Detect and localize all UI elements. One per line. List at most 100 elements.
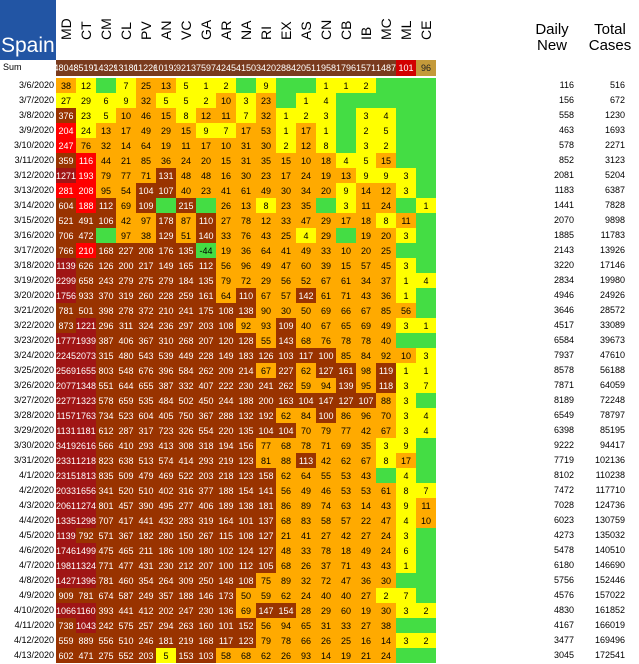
heatmap-cell: 30 [276,303,296,318]
heatmap-cell: 230 [156,558,176,573]
heatmap-cell: 655 [136,378,156,393]
heatmap-cell [396,138,416,153]
heatmap-cell: 68 [276,558,296,573]
heatmap-cell: 1 [396,288,416,303]
heatmap-cell: 17 [396,453,416,468]
heatmap-cell: 293 [136,438,156,453]
heatmap-cell: 1939 [76,333,96,348]
heatmap-cell [416,93,436,108]
row-date-label: 4/6/2020 [18,545,54,555]
heatmap-cell: 26 [276,648,296,663]
heatmap-cell: 204 [56,123,76,138]
heatmap-cell: 278 [116,303,136,318]
heatmap-cell: 1157 [56,408,76,423]
heatmap-cell: 164 [216,513,236,528]
heatmap-cell: 1777 [56,333,76,348]
heatmap-cell: 38 [376,618,396,633]
heatmap-cell: 24 [296,168,316,183]
heatmap-cell: 46 [316,483,336,498]
heatmap-cell: 49 [296,483,316,498]
heatmap-cell: 318 [196,438,216,453]
heatmap-cell: 67 [256,288,276,303]
heatmap-cell: 612 [96,423,116,438]
heatmap-cell: 62 [256,648,276,663]
heatmap-cell: 57 [276,288,296,303]
heatmap-cell: 70 [376,408,396,423]
heatmap-cell: 79 [316,423,336,438]
total-cases-value: 39673 [599,335,625,345]
heatmap-cell: 54 [116,183,136,198]
heatmap-cell: 465 [116,543,136,558]
heatmap-cell: 11 [396,213,416,228]
heatmap-cell: 522 [176,468,196,483]
heatmap-cell: 230 [236,378,256,393]
column-header-vc: VC [176,2,196,58]
row-date-label: 4/1/2020 [18,470,54,480]
heatmap-cell: 823 [96,453,116,468]
total-cases-value: 47610 [599,350,625,360]
heatmap-cell [416,528,436,543]
total-cases-value: 130759 [594,515,625,525]
heatmap-cell [356,93,376,108]
heatmap-cell: 20 [376,228,396,243]
heatmap-cell: 227 [116,243,136,258]
heatmap-cell: 93 [256,318,276,333]
heatmap-cell: 3 [396,258,416,273]
heatmap-cell: 520 [116,483,136,498]
heatmap-cell: 460 [116,573,136,588]
heatmap-cell: 24 [376,648,396,663]
heatmap-cell: 35 [256,153,276,168]
heatmap-cell: 1139 [56,258,76,273]
heatmap-cell: 13 [336,168,356,183]
heatmap-cell: 317 [136,423,156,438]
row-date-label: 3/27/2020 [13,395,54,405]
heatmap-cell: 10 [216,138,236,153]
heatmap-cell: 357 [156,588,176,603]
heatmap-cell: 367 [196,408,216,423]
heatmap-cell: 260 [136,288,156,303]
heatmap-cell: 283 [176,513,196,528]
daily-new-value: 4517 [553,320,574,330]
heatmap-cell: 4 [396,468,416,483]
row-date-label: 4/11/2020 [14,620,54,630]
heatmap-cell: 85 [136,153,156,168]
heatmap-cell: 4 [296,228,316,243]
heatmap-cell: 279 [116,273,136,288]
heatmap-cell: 1 [196,78,216,93]
heatmap-cell: 23 [196,183,216,198]
heatmap-cell: 766 [56,243,76,258]
heatmap-cell: 115 [216,528,236,543]
heatmap-cell: 1160 [76,603,96,618]
heatmap-cell: 149 [156,258,176,273]
total-cases-header: Total Cases [588,21,632,54]
heatmap-cell: 129 [156,228,176,243]
heatmap-cell: 97 [136,213,156,228]
heatmap-cell: 2 [376,588,396,603]
heatmap-cell: 88 [276,453,296,468]
heatmap-cell: 38 [56,78,76,93]
heatmap-cell: 75 [256,573,276,588]
heatmap-cell: 523 [116,408,136,423]
heatmap-cell: 72 [316,573,336,588]
heatmap-cell: 638 [116,453,136,468]
column-header-md: MD [56,2,76,58]
heatmap-cell: 42 [116,213,136,228]
heatmap-cell: 78 [296,438,316,453]
heatmap-cell: 36 [376,288,396,303]
heatmap-cell: 15 [376,153,396,168]
heatmap-cell: 367 [116,528,136,543]
heatmap-cell: 208 [136,243,156,258]
total-cases-value: 85195 [599,425,625,435]
heatmap-cell: 909 [56,588,76,603]
heatmap-cell: 40 [336,588,356,603]
heatmap-cell: 410 [116,438,136,453]
heatmap-cell: 49 [376,318,396,333]
heatmap-cell: 1181 [76,423,96,438]
column-header-label: MC [378,18,394,40]
heatmap-cell: 3 [396,168,416,183]
heatmap-cell: 106 [96,213,116,228]
heatmap-cell: 47 [376,513,396,528]
heatmap-cell: 25 [136,78,156,93]
heatmap-cell: 27 [216,213,236,228]
